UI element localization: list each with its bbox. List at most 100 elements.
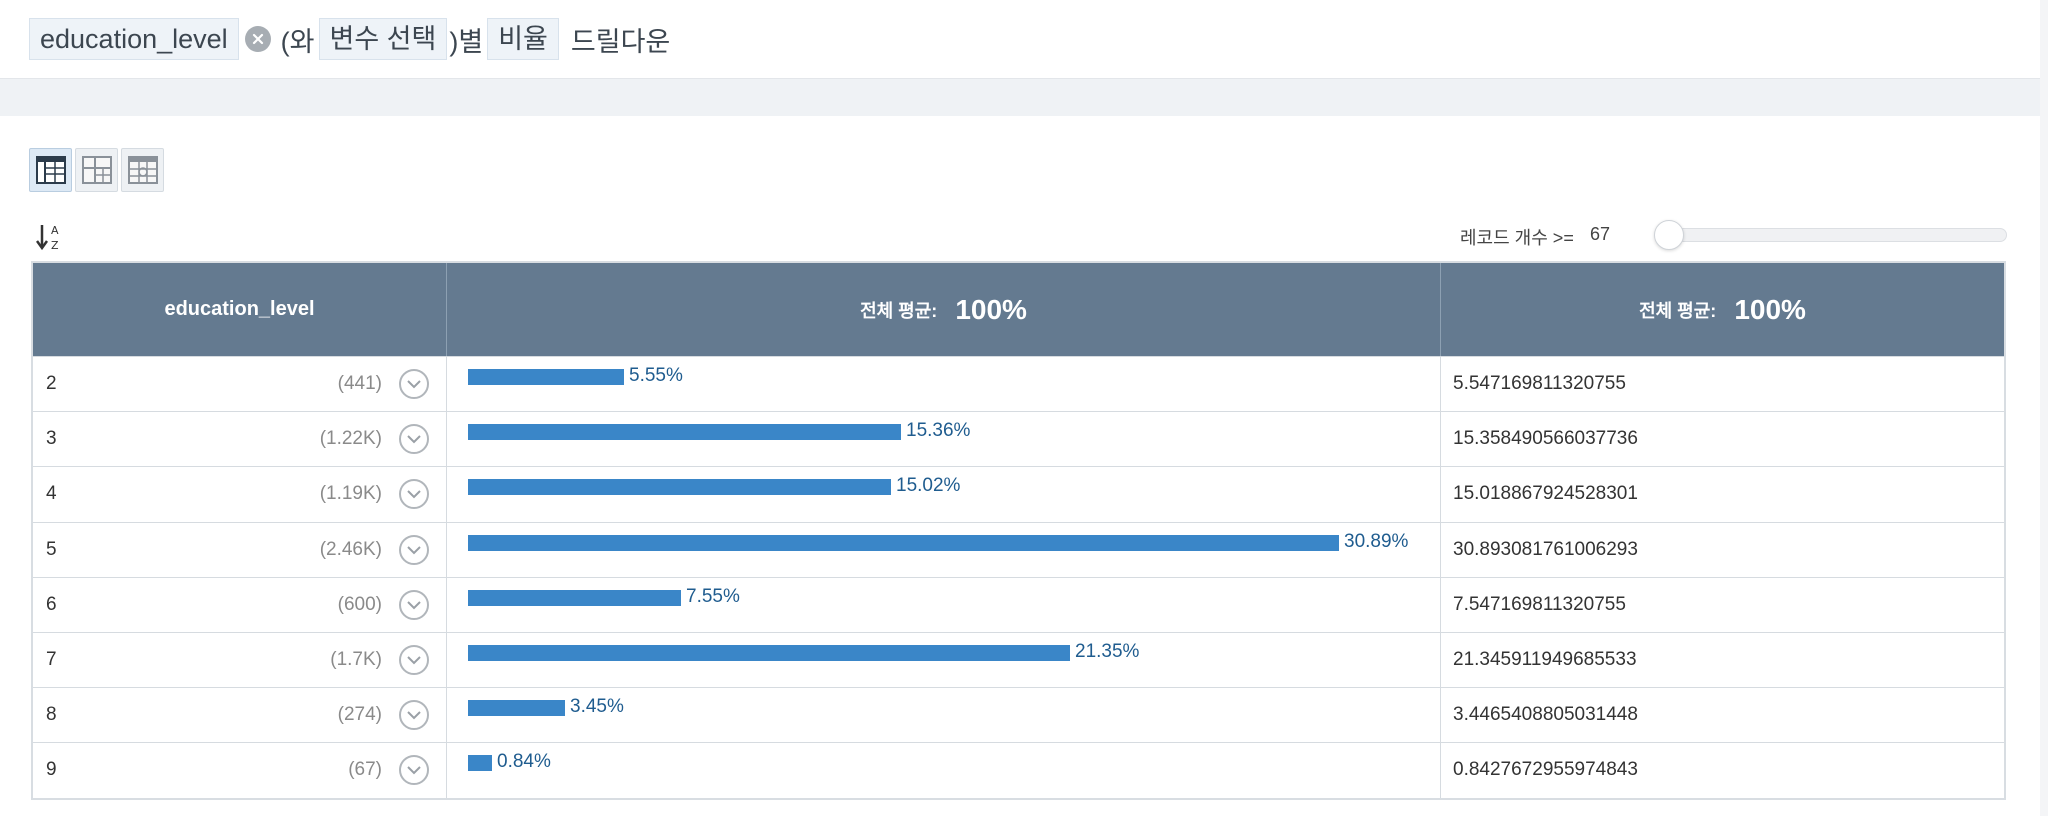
ratio-bar-label: 21.35% [1075, 640, 1140, 662]
table-header: education_level 전체 평균: 100% 전체 평균: 100% [33, 263, 2004, 356]
category-cell: 2 (441) [33, 357, 447, 412]
category-label: 9 [46, 759, 57, 781]
ratio-value-cell: 30.893081761006293 [1453, 538, 1638, 560]
ratio-bar-cell: 30.89% [447, 522, 1441, 577]
category-label: 6 [46, 593, 57, 615]
drilldown-table: education_level 전체 평균: 100% 전체 평균: 100% … [31, 261, 2006, 800]
table-view-button[interactable] [29, 148, 72, 192]
drilldown-button[interactable] [399, 534, 429, 565]
column-header-ratio-value[interactable]: 전체 평균: 100% [1441, 263, 2004, 356]
ratio-bar-cell: 21.35% [447, 632, 1441, 688]
ratio-bar-cell: 3.45% [447, 688, 1441, 743]
variable-chip[interactable]: education_level [29, 18, 239, 60]
ratio-bar-label: 0.84% [497, 751, 551, 773]
column-header-label: 전체 평균: [1639, 300, 1717, 321]
section-divider [0, 79, 2040, 116]
grid-view-button[interactable] [121, 148, 164, 192]
ratio-bar-label: 15.36% [906, 420, 971, 442]
category-label: 3 [46, 428, 57, 450]
table-row[interactable]: 3 (1.22K) 15.36% 15.358490566037736 [33, 411, 2004, 467]
category-label: 8 [46, 704, 57, 726]
record-count-value: 67 [1590, 224, 1611, 244]
ratio-bar-cell: 5.55% [447, 357, 1441, 412]
category-cell: 8 (274) [33, 688, 447, 743]
ratio-bar-cell: 0.84% [447, 743, 1441, 798]
drilldown-button[interactable] [399, 755, 429, 786]
record-count: (441) [337, 373, 382, 395]
ratio-bar-cell: 7.55% [447, 577, 1441, 632]
ratio-bar [468, 479, 891, 496]
chevron-down-circle-icon [407, 545, 421, 555]
category-label: 7 [46, 649, 57, 671]
table-view-icon [35, 156, 66, 184]
table-row[interactable]: 6 (600) 7.55% 7.547169811320755 [33, 576, 2004, 632]
svg-text:Z: Z [51, 239, 59, 252]
category-cell: 6 (600) [33, 577, 447, 632]
page-scrollbar[interactable] [2040, 0, 2048, 816]
ratio-bar [468, 644, 1070, 661]
drilldown-button[interactable] [399, 589, 429, 620]
column-header-ratio-bar[interactable]: 전체 평균: 100% [447, 263, 1441, 356]
record-count-slider-track[interactable] [1655, 228, 2007, 242]
column-header-label: 전체 평균: [860, 300, 938, 321]
ratio-value-cell: 21.345911949685533 [1453, 649, 1637, 671]
ratio-value-cell: 3.4465408805031448 [1453, 704, 1638, 726]
record-count-label: 레코드 개수 >= [1460, 228, 1574, 248]
table-row[interactable]: 9 (67) 0.84% 0.8427672955974843 [33, 742, 2004, 798]
variable-select-chip[interactable]: 변수 선택 [318, 18, 448, 60]
ratio-bar-label: 7.55% [686, 585, 740, 607]
category-cell: 3 (1.22K) [33, 412, 447, 467]
ratio-bar-label: 15.02% [896, 475, 961, 497]
column-header-value: 100% [1734, 293, 1806, 325]
ratio-bar-cell: 15.02% [447, 467, 1441, 522]
ratio-bar [468, 589, 681, 606]
category-label: 2 [46, 373, 57, 395]
ratio-chip[interactable]: 비율 [487, 18, 559, 60]
table-row[interactable]: 2 (441) 5.55% 5.547169811320755 [33, 356, 2004, 412]
sort-az-icon: A Z [35, 224, 59, 252]
record-count: (2.46K) [319, 538, 382, 560]
ratio-bar [468, 424, 901, 441]
pivot-view-icon [81, 156, 112, 184]
ratio-value-cell: 15.018867924528301 [1453, 483, 1638, 505]
ratio-bar [468, 755, 492, 772]
drilldown-button[interactable] [399, 645, 429, 676]
drilldown-button[interactable] [399, 700, 429, 731]
ratio-bar-label: 30.89% [1344, 530, 1409, 552]
category-label: 4 [46, 483, 57, 505]
category-cell: 5 (2.46K) [33, 522, 447, 577]
pivot-view-button[interactable] [75, 148, 118, 192]
ratio-bar-cell: 15.36% [447, 412, 1441, 467]
ratio-bar-label: 3.45% [570, 696, 624, 718]
record-count-slider-thumb[interactable] [1654, 220, 1684, 250]
category-cell: 9 (67) [33, 743, 447, 798]
column-header-value: 100% [955, 293, 1027, 325]
sort-button[interactable]: A Z [35, 222, 64, 252]
chevron-down-circle-icon [407, 766, 421, 775]
drilldown-button[interactable] [399, 369, 429, 400]
ratio-bar [468, 369, 624, 385]
table-row[interactable]: 4 (1.19K) 15.02% 15.018867924528301 [33, 466, 2004, 522]
chevron-down-circle-icon [407, 711, 421, 720]
grid-view-icon [127, 156, 158, 184]
table-row[interactable]: 7 (1.7K) 21.35% 21.345911949685533 [33, 631, 2004, 688]
drilldown-button[interactable] [399, 479, 429, 510]
close-circle-icon[interactable] [244, 26, 271, 52]
table-row[interactable]: 8 (274) 3.45% 3.4465408805031448 [33, 687, 2004, 743]
ratio-bar [468, 534, 1339, 551]
ratio-bar [468, 700, 565, 717]
drilldown-header: education_level (와 변수 선택 )별 비율 드릴다운 [0, 0, 2040, 79]
record-count: (1.19K) [319, 483, 382, 505]
column-header-category[interactable]: education_level [33, 263, 447, 356]
svg-text:A: A [51, 224, 59, 237]
ratio-value-cell: 5.547169811320755 [1453, 373, 1626, 395]
header-text-with: (와 [280, 26, 315, 57]
header-suffix: 드릴다운 [570, 26, 671, 57]
drilldown-button[interactable] [399, 424, 429, 455]
ratio-value-cell: 7.547169811320755 [1453, 593, 1626, 615]
table-row[interactable]: 5 (2.46K) 30.89% 30.893081761006293 [33, 521, 2004, 577]
chevron-down-circle-icon [407, 490, 421, 499]
record-count: (1.7K) [330, 649, 382, 671]
chevron-down-circle-icon [407, 435, 421, 444]
chevron-down-circle-icon [407, 380, 421, 389]
